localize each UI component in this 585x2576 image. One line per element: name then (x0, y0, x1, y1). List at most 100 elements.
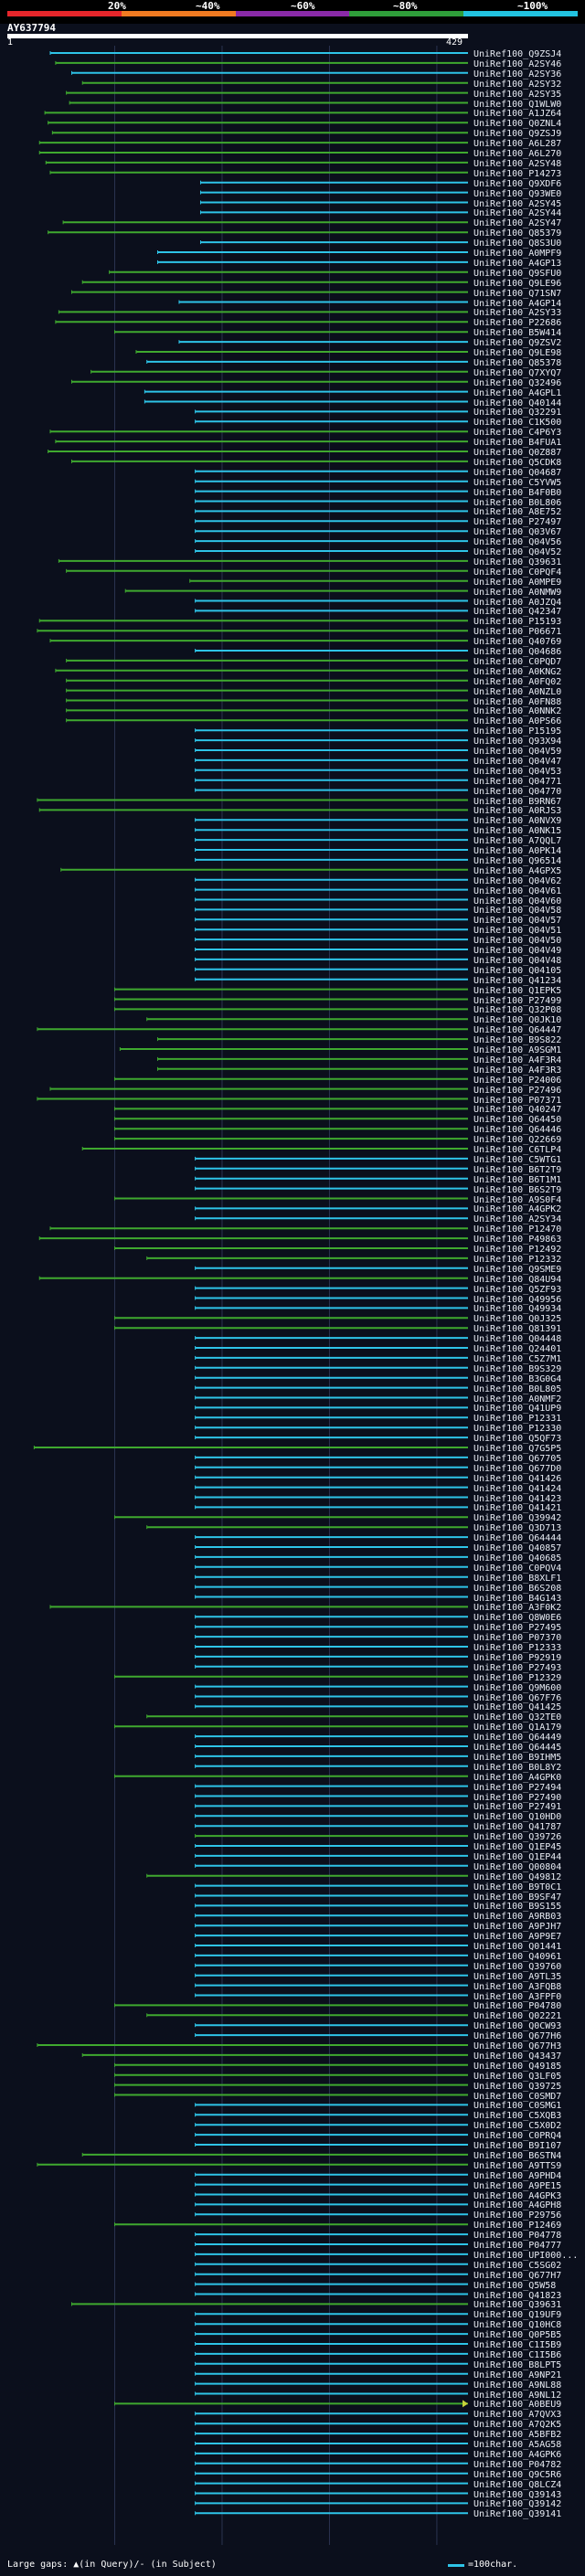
hit-label[interactable]: UniRef100_Q32496 (473, 377, 562, 388)
hit-label[interactable]: UniRef100_P14273 (473, 168, 562, 179)
hit-label[interactable]: UniRef100_Q9ZSJ4 (473, 49, 562, 59)
hit-label[interactable]: UniRef100_Q5W58 (473, 2280, 557, 2291)
hit-label[interactable]: UniRef100_Q67F76 (473, 1692, 562, 1703)
hit-label[interactable]: UniRef100_Q19UF9 (473, 2310, 562, 2321)
hit-label[interactable]: UniRef100_B4F0B0 (473, 487, 562, 498)
hit-label[interactable]: UniRef100_P92919 (473, 1652, 562, 1663)
hit-label[interactable]: UniRef100_Q1EP44 (473, 1851, 562, 1862)
hit-label[interactable]: UniRef100_C5WTG1 (473, 1154, 562, 1165)
hit-label[interactable]: UniRef100_Q39725 (473, 2081, 562, 2092)
hit-label[interactable]: UniRef100_A5AG58 (473, 2440, 562, 2450)
hit-label[interactable]: UniRef100_Q0JK10 (473, 1015, 562, 1026)
hit-label[interactable]: UniRef100_Q04V53 (473, 766, 562, 777)
hit-label[interactable]: UniRef100_A0FQ02 (473, 676, 562, 687)
hit-label[interactable]: UniRef100_Q64450 (473, 1115, 562, 1126)
hit-label[interactable]: UniRef100_A7QQL7 (473, 836, 562, 847)
hit-label[interactable]: UniRef100_B6T2T9 (473, 1164, 562, 1175)
hit-label[interactable]: UniRef100_Q40247 (473, 1105, 562, 1116)
hit-label[interactable]: UniRef100_Q5QF73 (473, 1434, 562, 1445)
hit-label[interactable]: UniRef100_Q64446 (473, 1125, 562, 1136)
hit-label[interactable]: UniRef100_Q96514 (473, 855, 562, 866)
hit-label[interactable]: UniRef100_A2SY44 (473, 208, 562, 219)
hit-label[interactable]: UniRef100_P27493 (473, 1662, 562, 1673)
hit-label[interactable]: UniRef100_A2SY48 (473, 158, 562, 169)
hit-label[interactable]: UniRef100_Q40685 (473, 1553, 562, 1564)
hit-label[interactable]: UniRef100_Q04V58 (473, 906, 562, 917)
hit-label[interactable]: UniRef100_P27494 (473, 1782, 562, 1793)
hit-label[interactable]: UniRef100_Q43437 (473, 2051, 562, 2062)
hit-label[interactable]: UniRef100_Q04V51 (473, 926, 562, 937)
hit-label[interactable]: UniRef100_Q04V47 (473, 756, 562, 767)
hit-label[interactable]: UniRef100_B4G143 (473, 1593, 562, 1604)
hit-label[interactable]: UniRef100_A2SY45 (473, 198, 562, 209)
hit-label[interactable]: UniRef100_A8E752 (473, 507, 562, 518)
hit-label[interactable]: UniRef100_C0PQD7 (473, 656, 562, 667)
hit-label[interactable]: UniRef100_Q0P5B5 (473, 2330, 562, 2341)
hit-label[interactable]: UniRef100_Q1A179 (473, 1723, 562, 1733)
hit-label[interactable]: UniRef100_Q49934 (473, 1304, 562, 1315)
hit-label[interactable]: UniRef100_Q40961 (473, 1951, 562, 1962)
hit-label[interactable]: UniRef100_A4F3R4 (473, 1055, 562, 1065)
hit-label[interactable]: UniRef100_Q1EP45 (473, 1842, 562, 1852)
hit-label[interactable]: UniRef100_Q677H6 (473, 2031, 562, 2042)
hit-label[interactable]: UniRef100_C1K500 (473, 418, 562, 429)
hit-label[interactable]: UniRef100_Q04V52 (473, 547, 562, 557)
hit-label[interactable]: UniRef100_P27496 (473, 1085, 562, 1096)
hit-label[interactable]: UniRef100_Q64444 (473, 1533, 562, 1544)
hit-label[interactable]: UniRef100_B6STN4 (473, 2150, 562, 2161)
hit-label[interactable]: UniRef100_P06671 (473, 627, 562, 638)
hit-label[interactable]: UniRef100_Q40144 (473, 398, 562, 408)
hit-label[interactable]: UniRef100_Q677H3 (473, 2041, 562, 2051)
hit-label[interactable]: UniRef100_C5YVW5 (473, 477, 562, 488)
hit-label[interactable]: UniRef100_Q04V57 (473, 916, 562, 927)
hit-label[interactable]: UniRef100_C6TLP4 (473, 1145, 562, 1155)
hit-label[interactable]: UniRef100_A6L287 (473, 139, 562, 150)
hit-label[interactable]: UniRef100_B9S329 (473, 1363, 562, 1374)
hit-label[interactable]: UniRef100_Q9ZSV2 (473, 338, 562, 349)
hit-label[interactable]: UniRef100_P15195 (473, 726, 562, 737)
hit-label[interactable]: UniRef100_Q9LE96 (473, 278, 562, 289)
hit-label[interactable]: UniRef100_Q39143 (473, 2489, 562, 2500)
hit-label[interactable]: UniRef100_Q0Z887 (473, 448, 562, 458)
hit-label[interactable]: UniRef100_B8LPT5 (473, 2359, 562, 2370)
hit-label[interactable]: UniRef100_Q04687 (473, 467, 562, 478)
hit-label[interactable]: UniRef100_Q64447 (473, 1025, 562, 1036)
hit-label[interactable]: UniRef100_A9PHD4 (473, 2170, 562, 2181)
hit-label[interactable]: UniRef100_Q64449 (473, 1733, 562, 1744)
hit-label[interactable]: UniRef100_C4P6Y3 (473, 428, 562, 439)
hit-label[interactable]: UniRef100_B3G0G4 (473, 1373, 562, 1384)
hit-label[interactable]: UniRef100_Q04V48 (473, 955, 562, 966)
hit-label[interactable]: UniRef100_Q39726 (473, 1832, 562, 1843)
hit-label[interactable]: UniRef100_Q41UP9 (473, 1404, 562, 1415)
hit-label[interactable]: UniRef100_Q04V50 (473, 936, 562, 947)
hit-label[interactable]: UniRef100_Q01441 (473, 1942, 562, 1952)
hit-label[interactable]: UniRef100_P12331 (473, 1414, 562, 1425)
hit-label[interactable]: UniRef100_A0JZQ4 (473, 597, 562, 608)
hit-label[interactable]: UniRef100_A4GP13 (473, 258, 562, 269)
hit-label[interactable]: UniRef100_Q10HD0 (473, 1812, 562, 1823)
hit-label[interactable]: UniRef100_Q32P08 (473, 1005, 562, 1016)
hit-label[interactable]: UniRef100_B0L8Y2 (473, 1762, 562, 1773)
hit-label[interactable]: UniRef100_A9RB03 (473, 1912, 562, 1923)
hit-label[interactable]: UniRef100_C0SMD7 (473, 2091, 562, 2102)
hit-label[interactable]: UniRef100_A4GPK3 (473, 2190, 562, 2201)
hit-label[interactable]: UniRef100_Q9SFU0 (473, 268, 562, 279)
hit-label[interactable]: UniRef100_P04778 (473, 2231, 562, 2242)
hit-label[interactable]: UniRef100_Q41823 (473, 2290, 562, 2301)
hit-label[interactable]: UniRef100_Q39760 (473, 1961, 562, 1972)
hit-label[interactable]: UniRef100_C5X0D2 (473, 2121, 562, 2132)
hit-label[interactable]: UniRef100_Q02221 (473, 2011, 562, 2022)
hit-label[interactable]: UniRef100_A2SY36 (473, 69, 562, 80)
hit-label[interactable]: UniRef100_Q71SN7 (473, 288, 562, 299)
hit-label[interactable]: UniRef100_Q40857 (473, 1543, 562, 1553)
hit-label[interactable]: UniRef100_Q9ZSJ9 (473, 129, 562, 140)
hit-label[interactable]: UniRef100_Q8S3U0 (473, 239, 562, 249)
hit-label[interactable]: UniRef100_Q04V49 (473, 946, 562, 956)
hit-label[interactable]: UniRef100_Q0ZNL4 (473, 119, 562, 130)
hit-label[interactable]: UniRef100_C1I5B9 (473, 2340, 562, 2350)
hit-label[interactable]: UniRef100_P49863 (473, 1235, 562, 1246)
hit-label[interactable]: UniRef100_Q41787 (473, 1822, 562, 1833)
hit-label[interactable]: UniRef100_P24006 (473, 1075, 562, 1086)
hit-label[interactable]: UniRef100_Q00804 (473, 1861, 562, 1872)
hit-label[interactable]: UniRef100_Q39141 (473, 2509, 562, 2520)
